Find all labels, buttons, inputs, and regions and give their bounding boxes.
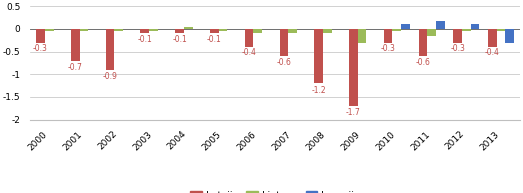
Bar bbox=[314, 29, 323, 83]
Bar bbox=[384, 29, 392, 43]
Bar bbox=[210, 29, 219, 34]
Bar bbox=[279, 29, 288, 56]
Text: -0.6: -0.6 bbox=[415, 58, 430, 67]
Bar bbox=[497, 29, 505, 31]
Bar bbox=[79, 29, 88, 31]
Text: -0.1: -0.1 bbox=[138, 35, 152, 44]
Bar bbox=[418, 29, 427, 56]
Text: -0.4: -0.4 bbox=[242, 48, 257, 58]
Text: -1.7: -1.7 bbox=[346, 108, 361, 117]
Bar bbox=[323, 29, 332, 34]
Bar bbox=[471, 25, 480, 29]
Bar bbox=[45, 29, 53, 31]
Bar bbox=[71, 29, 79, 61]
Bar bbox=[115, 29, 123, 31]
Text: -0.3: -0.3 bbox=[381, 44, 395, 53]
Bar bbox=[488, 29, 497, 47]
Text: -0.9: -0.9 bbox=[103, 72, 118, 81]
Bar bbox=[462, 29, 471, 31]
Bar bbox=[505, 29, 514, 43]
Bar bbox=[245, 29, 254, 47]
Bar bbox=[392, 29, 401, 31]
Bar bbox=[288, 29, 297, 34]
Text: -0.7: -0.7 bbox=[68, 63, 83, 72]
Text: -0.4: -0.4 bbox=[485, 48, 500, 58]
Bar bbox=[436, 21, 445, 29]
Text: -1.2: -1.2 bbox=[311, 86, 326, 95]
Bar bbox=[453, 29, 462, 43]
Bar bbox=[36, 29, 45, 43]
Text: -0.6: -0.6 bbox=[277, 58, 291, 67]
Bar bbox=[149, 29, 158, 31]
Text: -0.3: -0.3 bbox=[450, 44, 465, 53]
Text: -0.1: -0.1 bbox=[207, 35, 222, 44]
Text: -0.3: -0.3 bbox=[33, 44, 48, 53]
Bar bbox=[358, 29, 367, 43]
Bar bbox=[254, 29, 262, 34]
Text: -0.1: -0.1 bbox=[172, 35, 187, 44]
Bar bbox=[106, 29, 115, 70]
Bar bbox=[141, 29, 149, 34]
Bar bbox=[349, 29, 358, 106]
Bar bbox=[427, 29, 436, 36]
Bar bbox=[401, 24, 410, 29]
Bar bbox=[175, 29, 184, 34]
Bar bbox=[184, 27, 192, 29]
Bar bbox=[219, 29, 228, 31]
Legend: Latvija, Lietuva, Igaunija: Latvija, Lietuva, Igaunija bbox=[186, 187, 364, 193]
